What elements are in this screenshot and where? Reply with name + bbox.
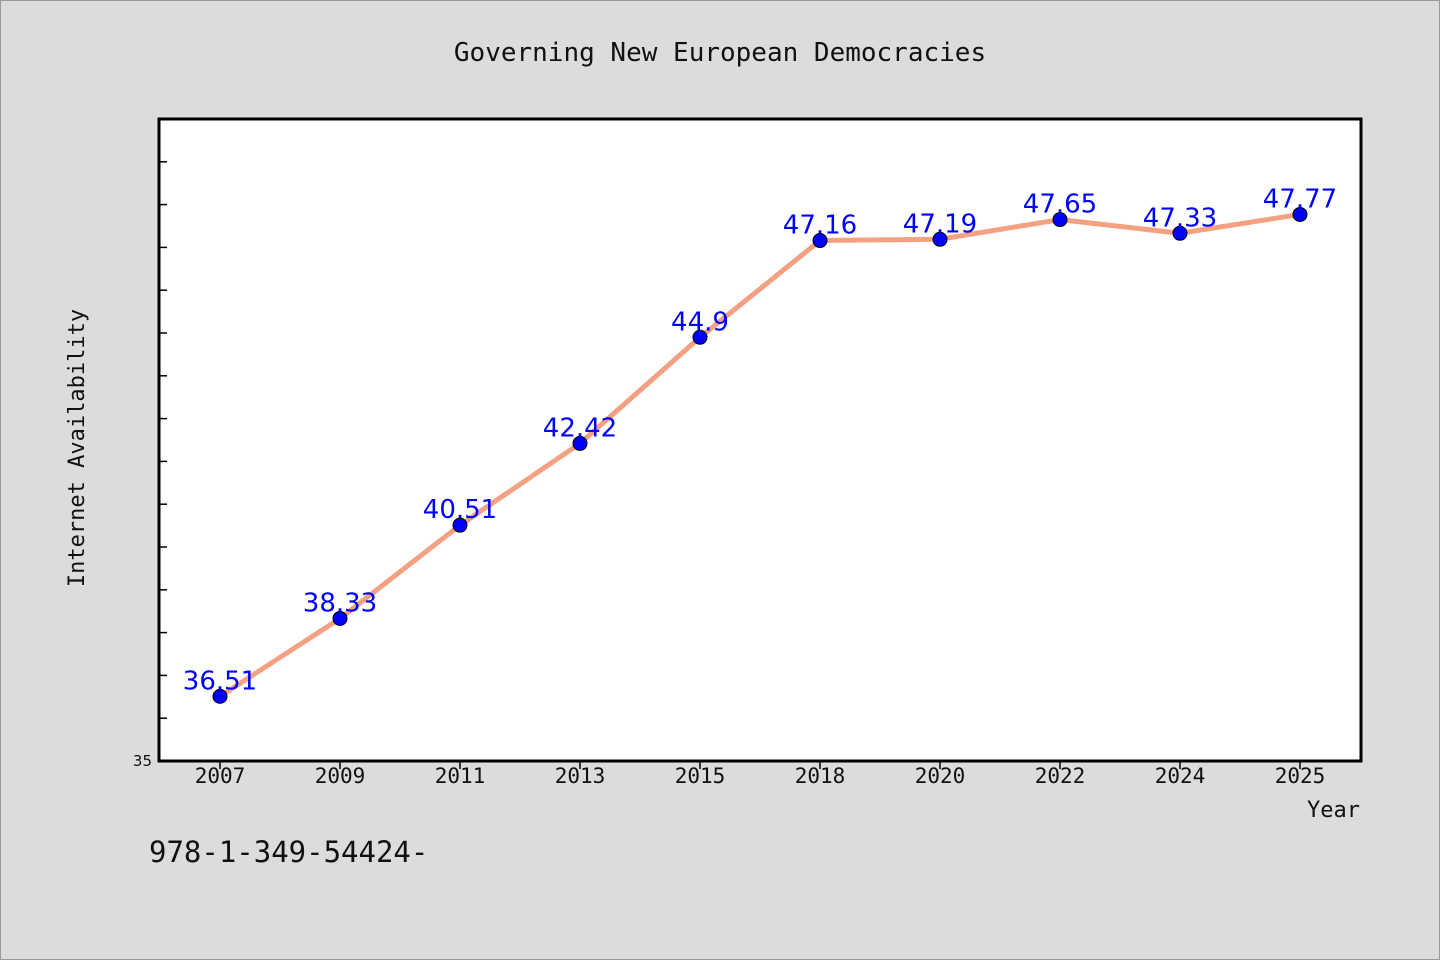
x-tick-label: 2025 bbox=[1275, 764, 1326, 788]
data-point bbox=[452, 517, 468, 533]
data-point bbox=[332, 610, 348, 626]
x-axis-ticks bbox=[219, 761, 1301, 769]
data-label: 38.33 bbox=[303, 588, 377, 618]
plot-area bbox=[157, 117, 1363, 763]
x-tick-label: 2009 bbox=[315, 764, 366, 788]
data-point bbox=[212, 688, 228, 704]
data-point bbox=[692, 329, 708, 345]
x-tick-label: 2018 bbox=[795, 764, 846, 788]
y-axis-title: Internet Availability bbox=[65, 309, 90, 587]
data-labels: 36.51 38.33 40.51 42.42 44.9 47.16 47.19 47.65 4… bbox=[183, 184, 1337, 696]
data-point bbox=[1292, 206, 1308, 222]
y-axis-ticks bbox=[159, 161, 167, 719]
data-point bbox=[572, 435, 588, 451]
footer-isbn: 978-1-349-54424- bbox=[149, 835, 428, 869]
x-tick-label: 2011 bbox=[435, 764, 486, 788]
y-tick-label: 35 bbox=[133, 752, 152, 770]
data-label: 47.16 bbox=[783, 211, 857, 241]
data-point bbox=[932, 231, 948, 247]
series-markers bbox=[212, 206, 1308, 704]
x-tick-label: 2015 bbox=[675, 764, 726, 788]
data-label: 44.9 bbox=[671, 307, 729, 337]
data-label: 47.19 bbox=[903, 209, 977, 239]
x-tick-label: 2024 bbox=[1155, 764, 1206, 788]
x-tick-label: 2007 bbox=[195, 764, 246, 788]
series-line bbox=[217, 211, 1303, 699]
x-axis-title: Year bbox=[1307, 798, 1360, 823]
data-label: 47.33 bbox=[1143, 203, 1217, 233]
data-point bbox=[1052, 212, 1068, 228]
data-point bbox=[812, 233, 828, 249]
data-label: 36.51 bbox=[183, 666, 257, 696]
data-label: 47.65 bbox=[1023, 190, 1097, 220]
x-tick-label: 2013 bbox=[555, 764, 606, 788]
data-label: 40.51 bbox=[423, 495, 497, 525]
data-point bbox=[1172, 225, 1188, 241]
x-tick-label: 2022 bbox=[1035, 764, 1086, 788]
x-tick-labels: 2007 2009 2011 2013 2015 2018 2020 2022 2024 2025 bbox=[195, 764, 1326, 788]
data-label: 42.42 bbox=[543, 413, 617, 443]
x-tick-label: 2020 bbox=[915, 764, 966, 788]
chart-title: Governing New European Democracies bbox=[454, 38, 986, 68]
data-label: 47.77 bbox=[1263, 184, 1337, 214]
